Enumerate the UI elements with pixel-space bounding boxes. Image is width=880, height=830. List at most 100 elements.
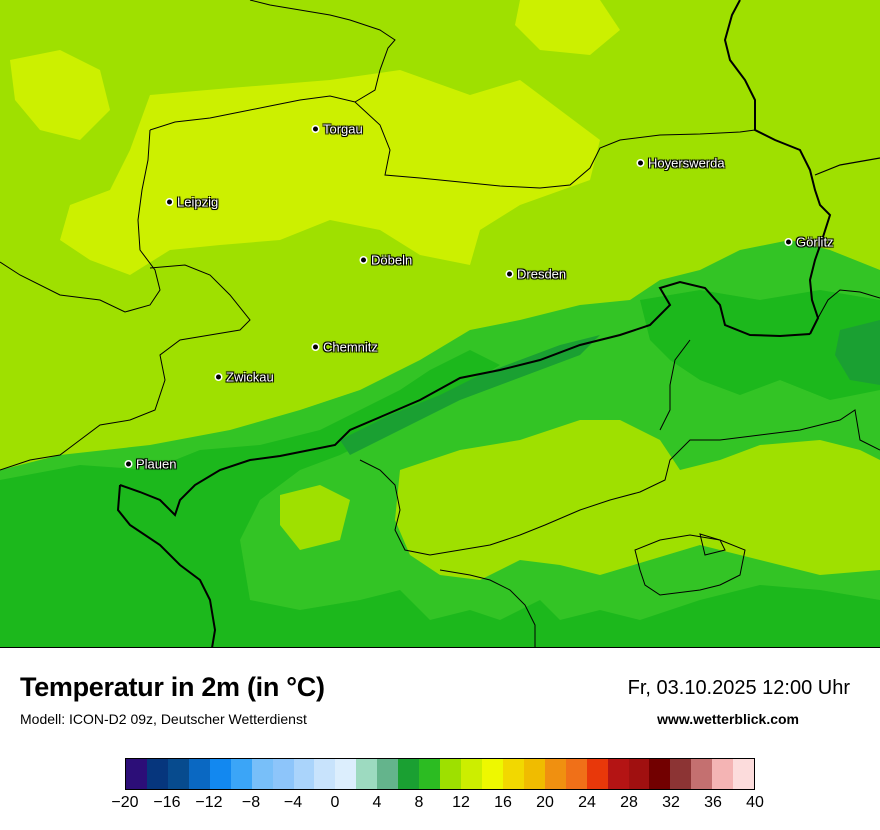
cold-spot-east [835, 320, 880, 385]
colorbar-cell [607, 759, 629, 789]
city-marker-dresden[interactable]: Dresden [507, 266, 567, 282]
colorbar-cell [146, 759, 168, 789]
district-border-south-2 [439, 569, 536, 647]
city-dot-icon [313, 126, 318, 132]
city-label: Torgau [323, 121, 363, 137]
colorbar-tick-label: 4 [372, 794, 382, 811]
map-title: Temperatur in 2m (in °C) [20, 672, 325, 702]
colorbar-tick-label: −20 [111, 794, 139, 811]
colorbar-tick-label: 20 [536, 794, 554, 811]
colorbar-cell [188, 759, 210, 789]
city-marker-goerlitz[interactable]: Görlitz [786, 234, 834, 250]
city-dot-icon [126, 461, 131, 467]
city-dot-icon [361, 257, 366, 263]
colorbar-cell [649, 759, 671, 789]
colorbar-cell [272, 759, 294, 789]
city-label: Döbeln [371, 252, 413, 268]
colorbar-tick-label: −12 [195, 794, 223, 811]
national-border-cz-west[interactable] [116, 484, 217, 648]
colorbar-cell [335, 759, 357, 789]
city-marker-torgau[interactable]: Torgau [313, 121, 363, 137]
city-marker-plauen[interactable]: Plauen [126, 456, 177, 472]
colorbar-cell [440, 759, 461, 789]
colorbar-cell [314, 759, 336, 789]
city-marker-leipzig[interactable]: Leipzig [167, 194, 219, 210]
colorbar-cell [293, 759, 315, 789]
border-east-pl [817, 289, 880, 319]
colorbar-cell [209, 759, 231, 789]
colorbar-cell [419, 759, 441, 789]
city-marker-chemnitz[interactable]: Chemnitz [313, 340, 378, 355]
colorbar-cell [544, 759, 566, 789]
city-dot-icon [786, 239, 791, 245]
city-dot-icon [313, 344, 318, 350]
city-label: Leipzig [177, 194, 219, 210]
city-dot-icon [167, 199, 172, 205]
city-label: Hoyerswerda [648, 155, 725, 171]
colorbar-cell [377, 759, 399, 789]
city-label: Görlitz [796, 234, 834, 250]
colorbar-cell [586, 759, 608, 789]
state-border-west-2 [0, 264, 251, 471]
district-border-north [659, 339, 691, 431]
colorbar-cell [230, 759, 252, 789]
colorbar-cell [481, 759, 503, 789]
warm-region-3 [10, 50, 110, 140]
colorbar-cell [502, 759, 524, 789]
city-label: Zwickau [226, 369, 274, 385]
colorbar-cell [733, 759, 755, 789]
colorbar-tick-label: 40 [746, 794, 764, 811]
colorbar-tick-label: 28 [620, 794, 638, 811]
warm-region-2 [515, 0, 620, 55]
colorbar-cell [565, 759, 587, 789]
colorbar-cell [523, 759, 545, 789]
map-canvas [0, 0, 880, 648]
state-border-west [0, 129, 161, 313]
website-link[interactable]: www.wetterblick.com [657, 711, 799, 727]
colorbar-cell [251, 759, 273, 789]
borders [0, 0, 880, 648]
city-marker-doebeln[interactable]: Döbeln [361, 252, 413, 268]
colorbar-cell [356, 759, 378, 789]
colorbar-tick-label: 36 [704, 794, 722, 811]
colorbar-cell [691, 759, 713, 789]
city-marker-zwickau[interactable]: Zwickau [216, 369, 274, 385]
south-light-patch-2 [280, 485, 350, 550]
national-border-pl[interactable] [723, 0, 832, 335]
colorbar-tick-label: 0 [330, 794, 340, 811]
colorbar-cell [126, 759, 147, 789]
colorbar-cell [461, 759, 482, 789]
colorbar-tick-label: 8 [414, 794, 424, 811]
city-label: Dresden [517, 266, 567, 282]
model-info: Modell: ICON-D2 09z, Deutscher Wetterdie… [20, 711, 307, 727]
temperature-map: Torgau Leipzig Hoyerswerda Görlitz Döbel… [0, 0, 880, 648]
colorbar-cell [167, 759, 189, 789]
colorbar-tick-label: 12 [452, 794, 470, 811]
city-marker-hoyerswerda[interactable]: Hoyerswerda [638, 155, 725, 171]
colorbar-tick-label: −8 [241, 794, 261, 811]
state-border-northeast [354, 101, 756, 189]
lake-outline [699, 533, 726, 556]
colorbar-cell [712, 759, 734, 789]
colorbar-tick-label: −16 [153, 794, 181, 811]
forecast-datetime: Fr, 03.10.2025 12:00 Uhr [627, 677, 850, 699]
colorbar-tick-label: 32 [662, 794, 680, 811]
national-border-cz[interactable] [119, 280, 811, 517]
colorbar-cell [398, 759, 420, 789]
south-light-patch [395, 420, 880, 580]
colorbar-ticks: −20 −16 −12 −8 −4 0 4 8 12 16 20 24 28 32 36 40 [111, 794, 763, 816]
district-border-south-3 [634, 534, 746, 596]
warm-region [60, 70, 600, 275]
cold-zone-west [0, 350, 880, 647]
cold-zone-ridge [340, 335, 600, 455]
colorbar-cell [670, 759, 692, 789]
city-label: Plauen [136, 456, 177, 472]
state-border-north [149, 0, 396, 131]
city-dot-icon [216, 374, 221, 380]
city-dot-icon [638, 160, 643, 166]
colorbar-cell [628, 759, 650, 789]
district-border-south [359, 409, 880, 556]
national-border-pl-east[interactable] [814, 157, 880, 176]
colorbar-tick-label: 16 [494, 794, 512, 811]
colorbar-tick-label: −4 [283, 794, 303, 811]
